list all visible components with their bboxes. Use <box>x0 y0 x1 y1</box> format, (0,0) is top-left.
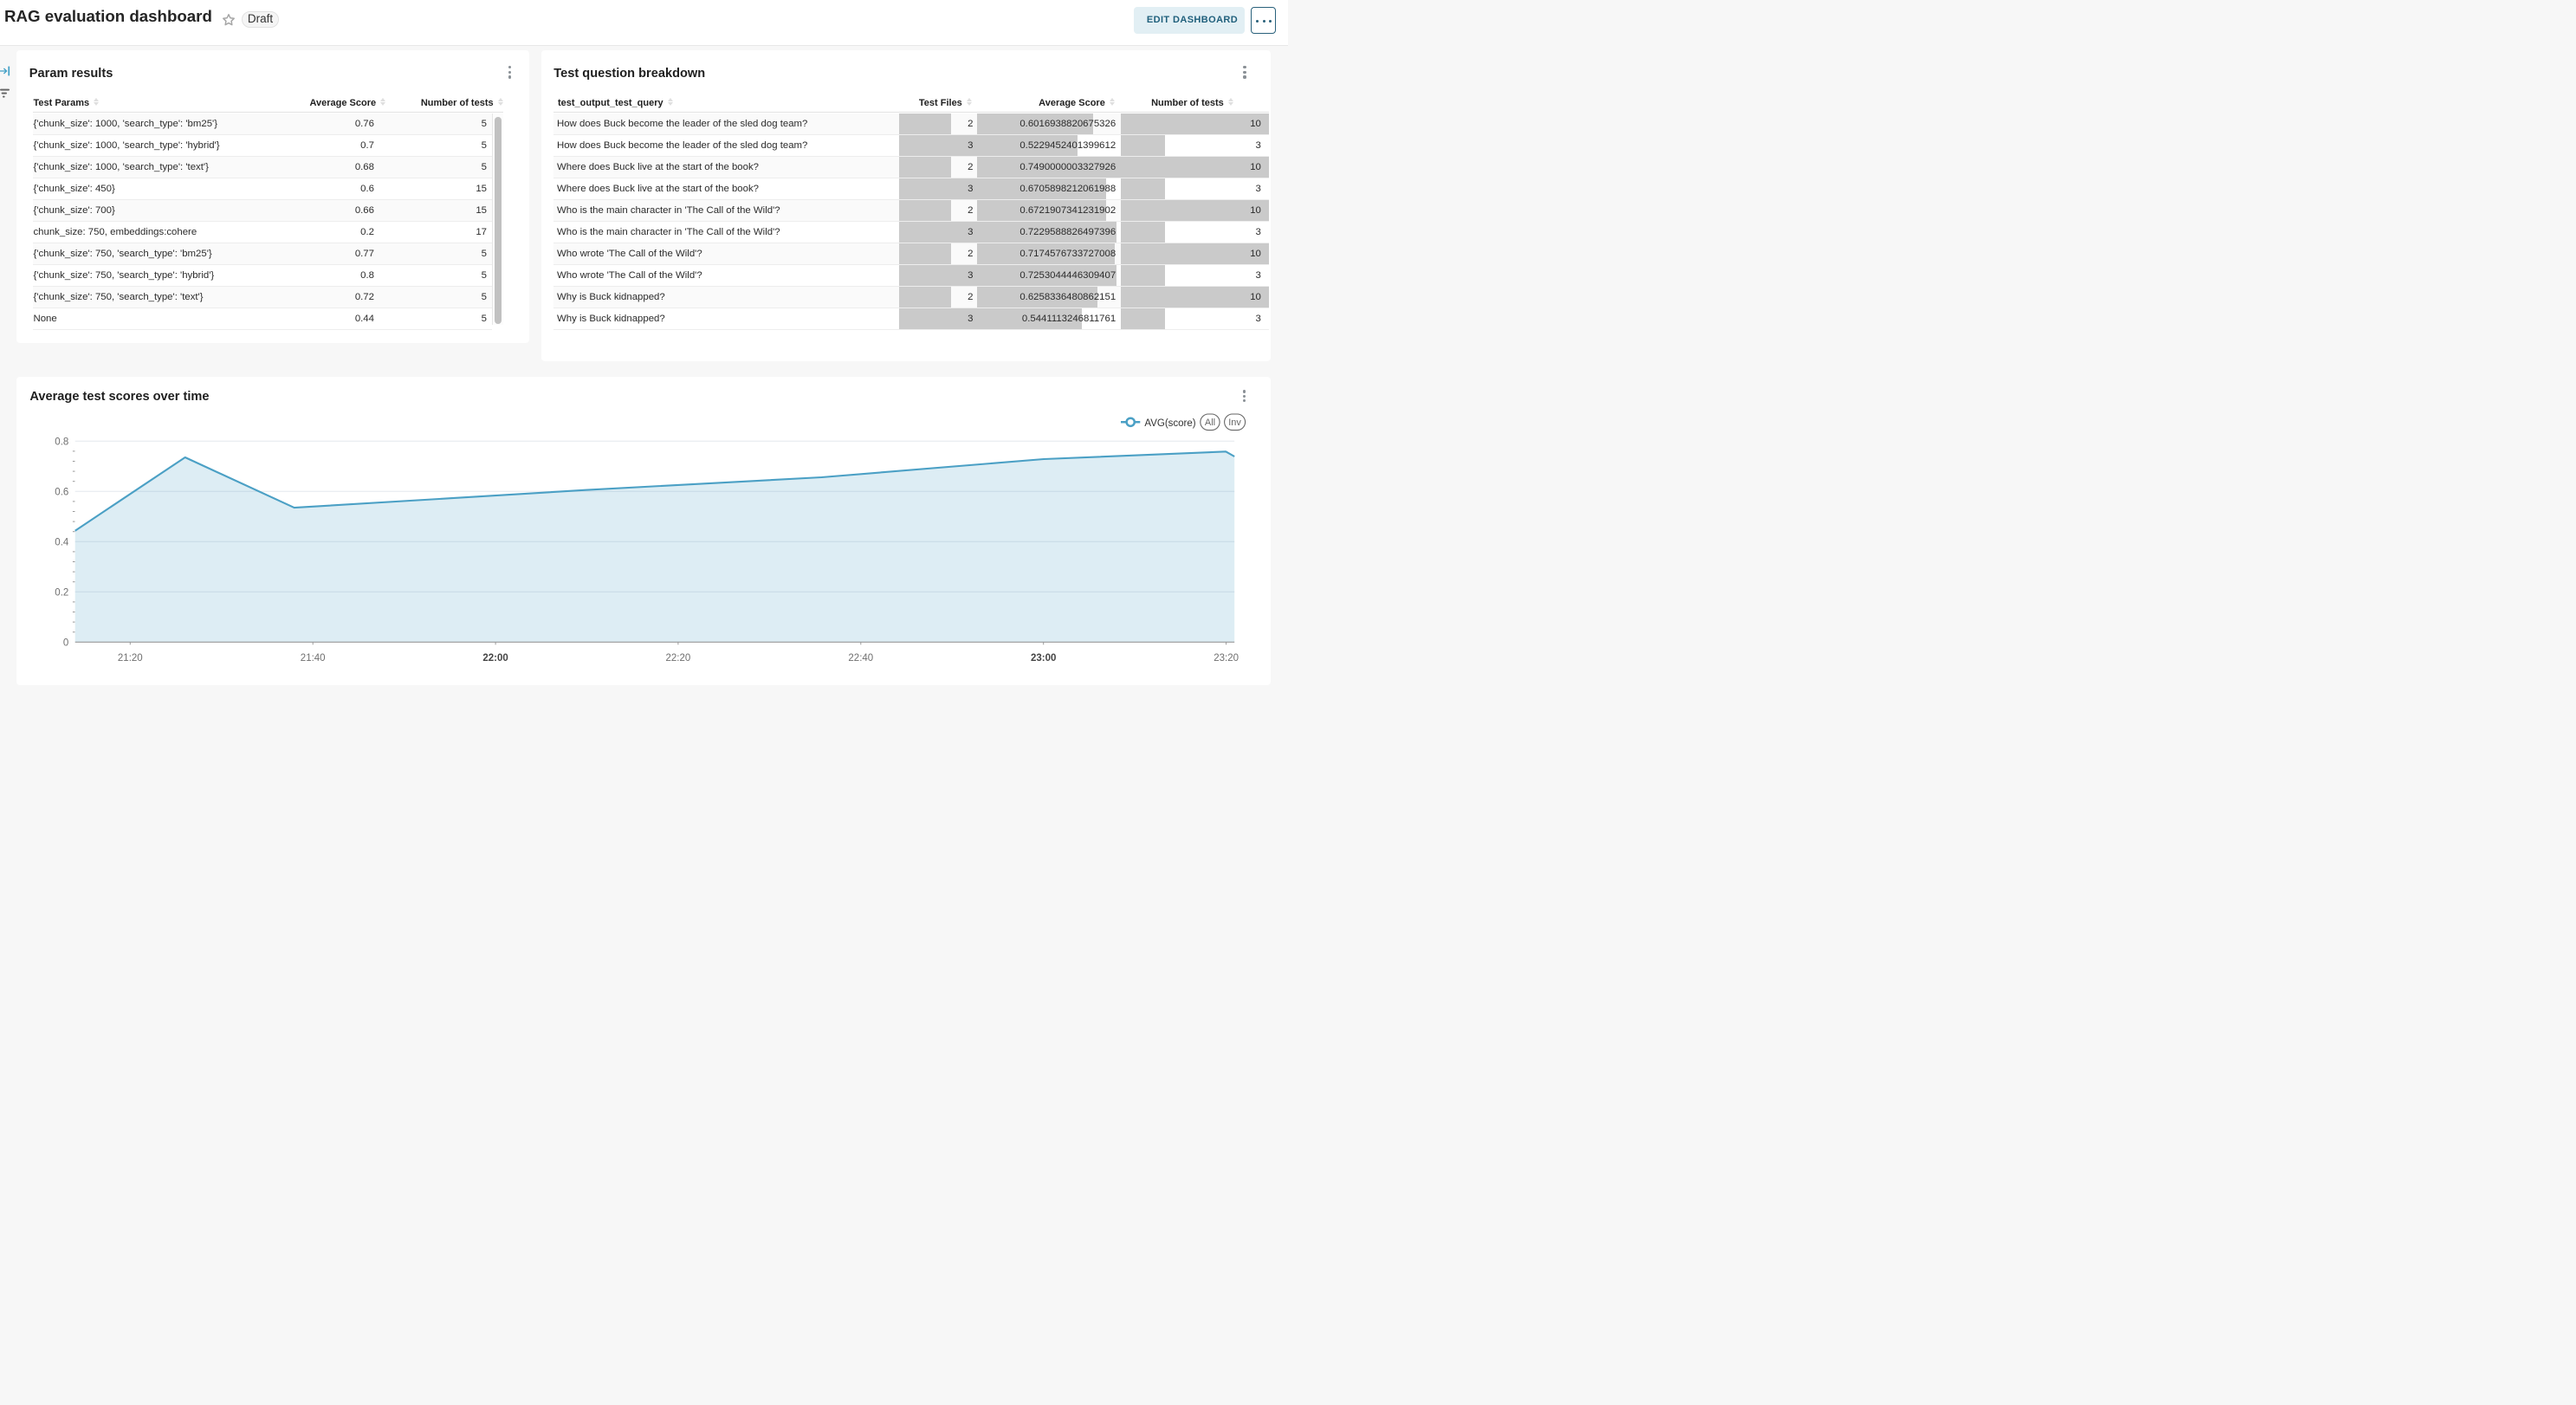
svg-text:Inv: Inv <box>1228 418 1241 428</box>
svg-text:0.8: 0.8 <box>55 437 68 448</box>
svg-text:AVG(score): AVG(score) <box>1144 418 1195 429</box>
svg-text:22:00: 22:00 <box>482 653 508 664</box>
svg-text:22:40: 22:40 <box>848 653 873 664</box>
svg-text:All: All <box>1205 418 1215 428</box>
svg-text:0.4: 0.4 <box>55 538 69 548</box>
svg-text:22:20: 22:20 <box>666 653 691 664</box>
svg-text:0.6: 0.6 <box>55 488 68 498</box>
svg-text:23:20: 23:20 <box>1214 653 1239 664</box>
svg-text:0: 0 <box>63 638 68 649</box>
svg-text:23:00: 23:00 <box>1031 653 1056 664</box>
svg-text:21:40: 21:40 <box>301 653 326 664</box>
svg-text:0.2: 0.2 <box>55 588 68 599</box>
svg-text:21:20: 21:20 <box>118 653 143 664</box>
